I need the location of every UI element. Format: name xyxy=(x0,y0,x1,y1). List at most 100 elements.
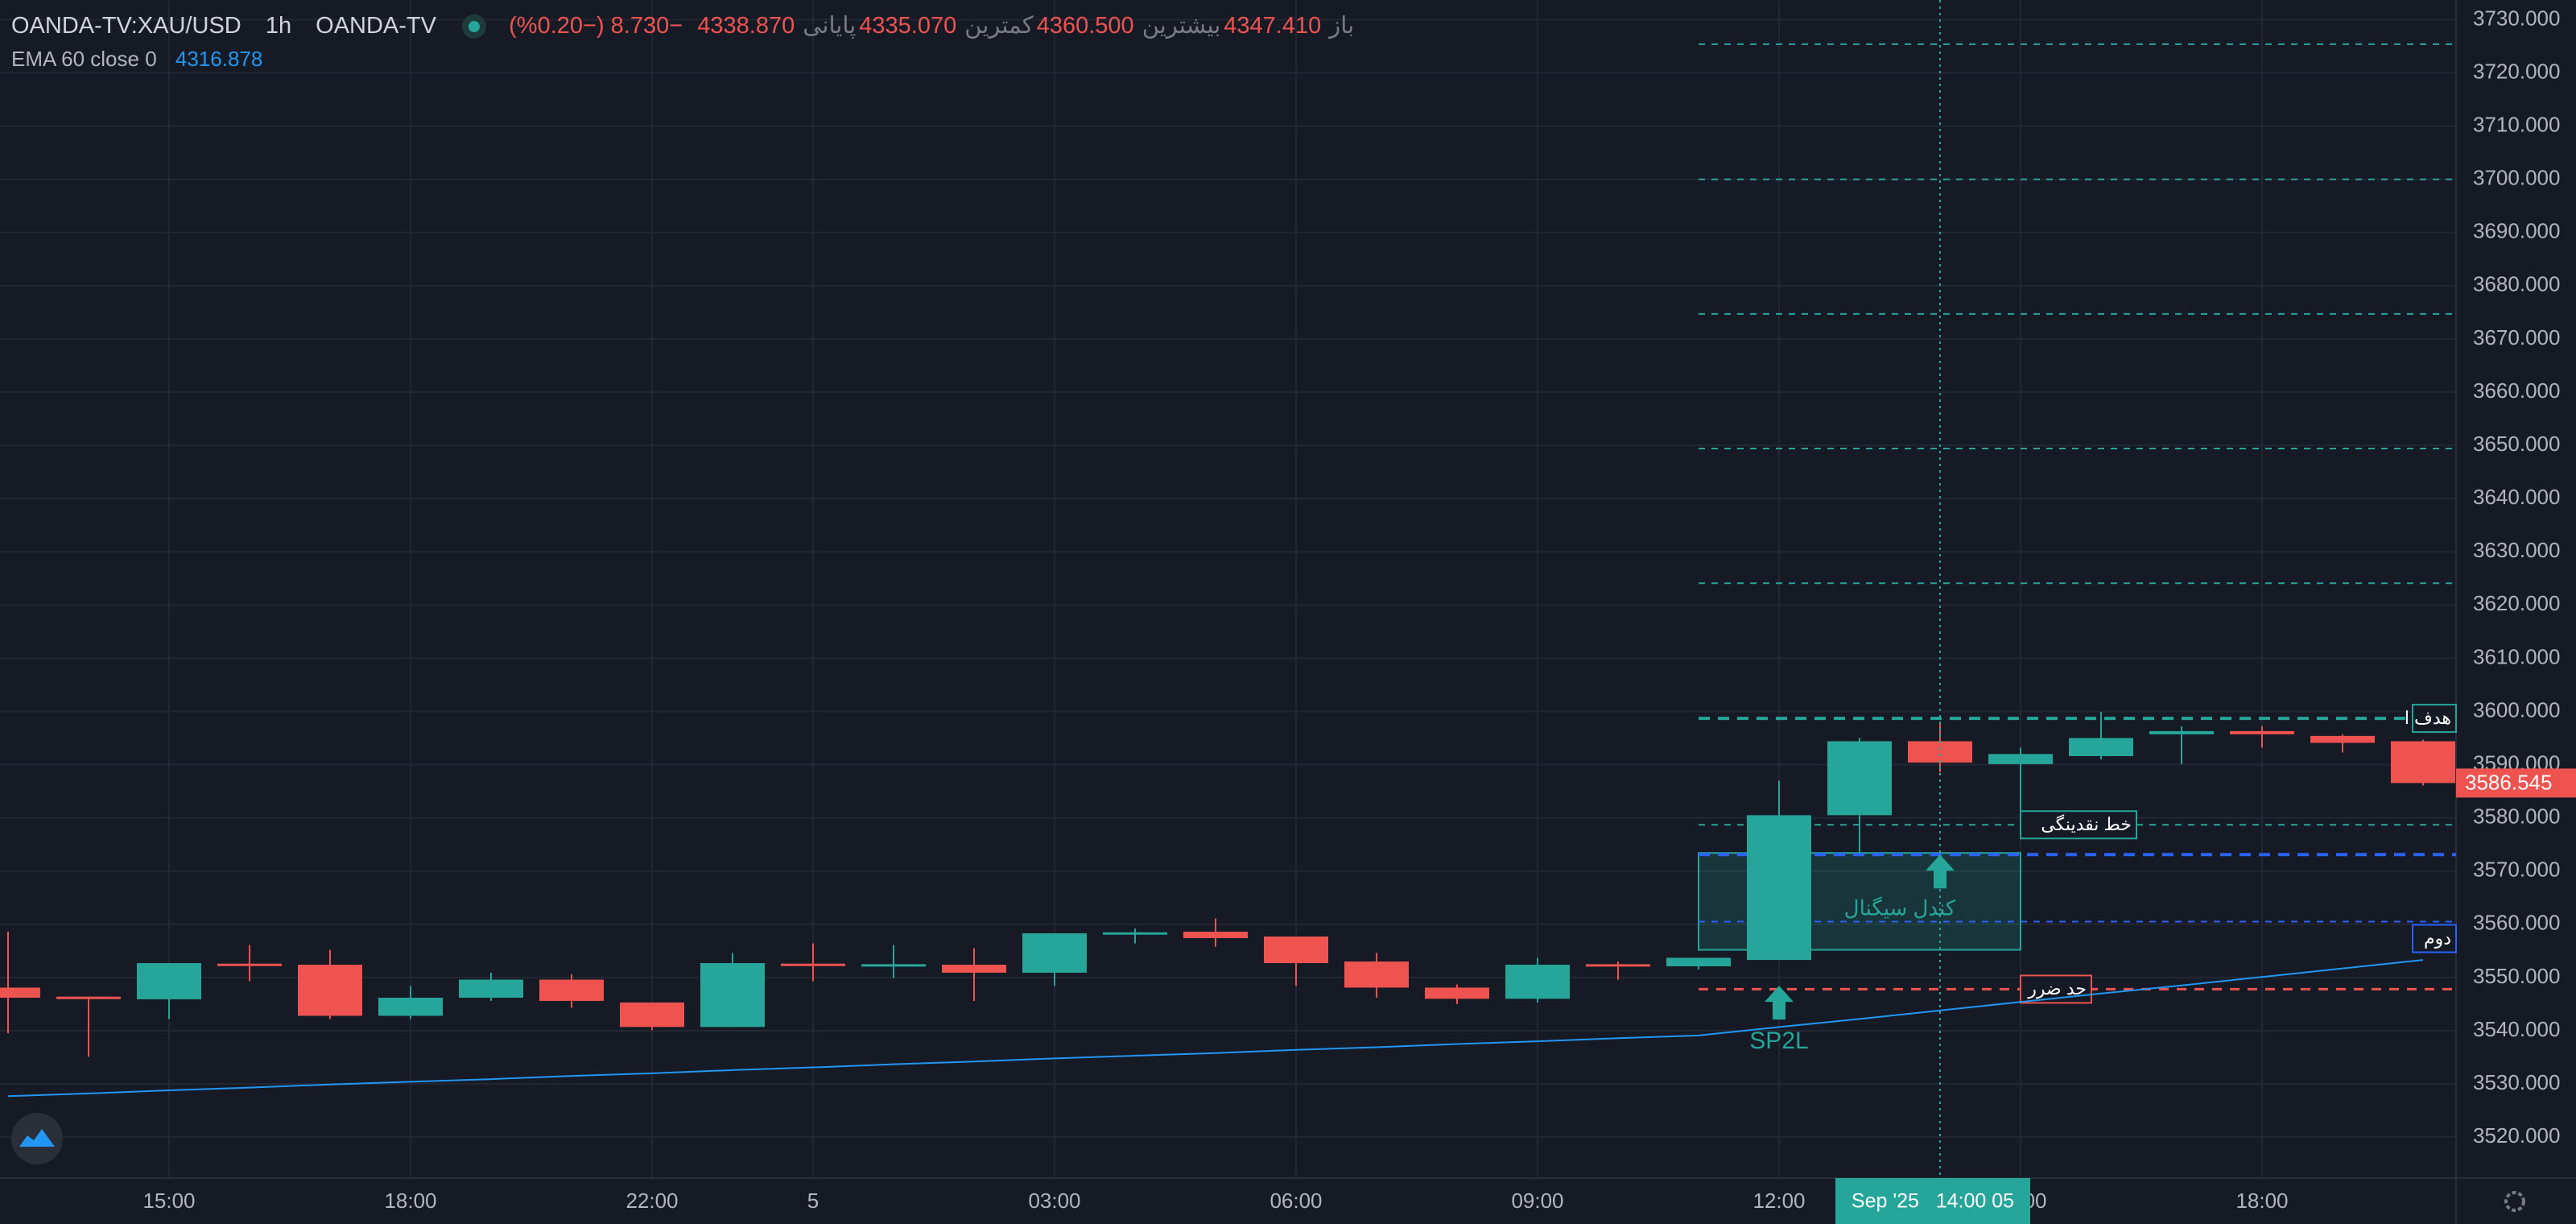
x-tick-label: 5 xyxy=(807,1189,819,1213)
candle xyxy=(1183,918,1248,947)
indicator-value: 4316.878 xyxy=(175,47,263,71)
ohlc-value: 4347.410 xyxy=(1224,13,1322,39)
y-tick-label: 3680.000 xyxy=(2473,272,2560,296)
candle-body xyxy=(1022,933,1087,973)
y-tick-label: 3540.000 xyxy=(2473,1017,2560,1041)
signal-arrow xyxy=(1765,986,1794,1020)
y-tick-label: 3720.000 xyxy=(2473,59,2560,83)
x-tick-label: 09:00 xyxy=(1511,1189,1563,1213)
x-tick-label: 12:00 xyxy=(1752,1189,1805,1213)
change: −8.730 (−0.20%) xyxy=(509,13,683,39)
x-tick-label: 18:00 xyxy=(2235,1189,2288,1213)
crosshair-label-box xyxy=(1835,1178,2030,1224)
y-tick-label: 3550.000 xyxy=(2473,964,2560,988)
candle xyxy=(1988,747,2053,814)
candle xyxy=(1747,780,1811,961)
candle xyxy=(1666,957,1731,970)
candle-body xyxy=(1586,964,1650,967)
ohlc-value: 4335.070 xyxy=(859,13,957,39)
candle xyxy=(620,1002,684,1031)
candle xyxy=(1586,961,1650,980)
settings-icon[interactable] xyxy=(2504,1191,2525,1212)
y-tick-label: 3560.000 xyxy=(2473,911,2560,935)
interval[interactable]: 1h xyxy=(265,13,292,39)
candle-body xyxy=(1505,965,1570,999)
candle xyxy=(2230,726,2294,748)
ohlc-label: باز xyxy=(1329,13,1355,39)
indicator-row: EMA 60 close 0 4316.878 xyxy=(11,47,1365,72)
candle-body xyxy=(861,964,926,967)
status-dot xyxy=(469,21,481,33)
candle-body xyxy=(56,996,121,999)
ohlc-label: بیشترین xyxy=(1141,13,1221,39)
symbol[interactable]: OANDA-TV:XAU/USD xyxy=(11,13,242,39)
legend: OANDA-TV:XAU/USD 1h OANDA-TV باز 4347.410… xyxy=(11,11,1365,72)
crosshair-label: Sep '25 14:00 05 xyxy=(1852,1190,2014,1213)
indicator[interactable]: EMA 60 close 0 xyxy=(11,47,157,71)
candle-body xyxy=(781,963,845,966)
level-tag: دوم xyxy=(2412,924,2457,953)
exchange: OANDA-TV xyxy=(316,13,436,39)
candle-body xyxy=(2230,730,2294,734)
candle xyxy=(2391,739,2455,786)
candle-body xyxy=(2391,741,2455,784)
y-tick-label: 3630.000 xyxy=(2473,538,2560,562)
candle-body xyxy=(1183,932,1248,938)
ohlc-value: 4338.870 xyxy=(697,13,795,39)
marker-label: SP2L xyxy=(1749,1028,1808,1054)
x-tick-label: 22:00 xyxy=(625,1189,678,1213)
candle xyxy=(1505,957,1570,1003)
y-tick-label: 3620.000 xyxy=(2473,591,2560,615)
candle-body xyxy=(620,1002,684,1028)
candle xyxy=(459,972,523,1001)
level-tag-box xyxy=(2412,924,2457,953)
candle xyxy=(0,932,40,1034)
candle-body xyxy=(2149,730,2214,734)
y-tick-label: 3710.000 xyxy=(2473,112,2560,136)
candle xyxy=(539,974,604,1008)
candle xyxy=(2069,712,2133,759)
candle xyxy=(217,945,282,982)
y-tick-label: 3610.000 xyxy=(2473,644,2560,668)
y-tick-label: 3730.000 xyxy=(2473,6,2560,30)
y-tick-label: 3570.000 xyxy=(2473,858,2560,882)
candle-body xyxy=(1988,754,2053,764)
level-tag-label: خط نقدینگی xyxy=(2041,814,2132,834)
candle xyxy=(298,949,362,1019)
candle xyxy=(2310,734,2375,753)
y-tick-label: 3660.000 xyxy=(2473,378,2560,403)
x-tick-label: 15:00 xyxy=(142,1189,195,1213)
candle-body xyxy=(1908,741,1972,763)
candle xyxy=(942,948,1006,1001)
candle xyxy=(137,963,201,1019)
candle xyxy=(56,996,121,1057)
level-tag-box xyxy=(2020,810,2137,840)
candle-body xyxy=(2069,738,2133,756)
candle xyxy=(1264,936,1328,986)
candle xyxy=(1827,738,1892,854)
candle-body xyxy=(942,965,1006,973)
price-tag-box xyxy=(2456,768,2576,798)
candle xyxy=(1103,928,1167,944)
price-tag: 3586.545 xyxy=(2465,770,2552,794)
y-tick-label: 3600.000 xyxy=(2473,697,2560,722)
x-tick-label: 18:00 xyxy=(384,1189,436,1213)
candle-body xyxy=(1425,987,1489,999)
candle-body xyxy=(539,979,604,1001)
level-tag: خط نقدینگی xyxy=(2020,810,2137,840)
candle-body xyxy=(700,963,765,1028)
x-tick-label: 06:00 xyxy=(1269,1189,1322,1213)
level-tag-label: دوم xyxy=(2424,928,2451,949)
candle-body xyxy=(1666,957,1731,967)
ema-line xyxy=(7,959,2424,1098)
candle-body xyxy=(1344,961,1409,988)
candle-body xyxy=(298,965,362,1016)
y-tick-label: 3580.000 xyxy=(2473,804,2560,829)
y-tick-label: 3530.000 xyxy=(2473,1070,2560,1094)
candle xyxy=(861,945,926,978)
candle xyxy=(1908,723,1972,772)
candle xyxy=(1425,984,1489,1004)
candle-body xyxy=(217,963,282,966)
